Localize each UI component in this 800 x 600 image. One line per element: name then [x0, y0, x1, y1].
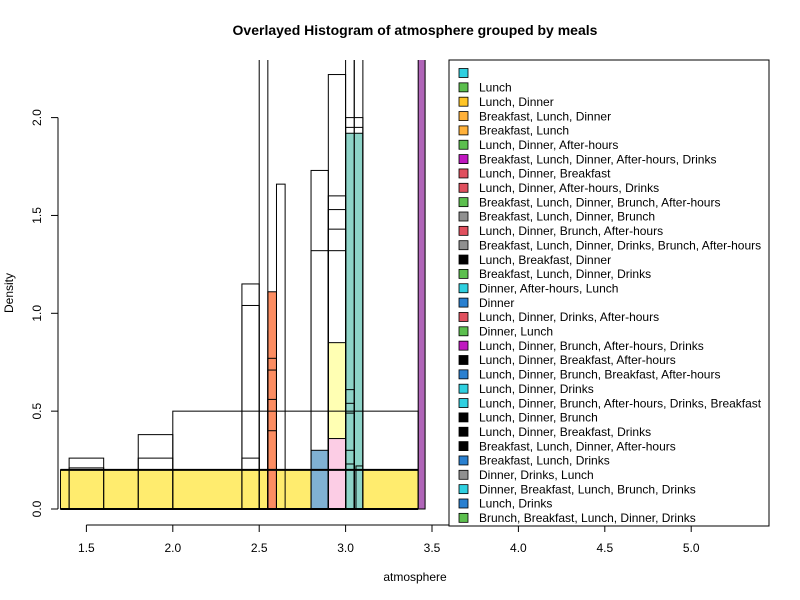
- legend-label: Lunch, Dinner, Brunch: [479, 411, 598, 425]
- legend-swatch: [458, 312, 469, 322]
- y-tick-label: 2.0: [30, 109, 44, 126]
- x-tick-label: 4.0: [510, 541, 527, 555]
- legend-swatch: [458, 240, 469, 251]
- y-axis: 0.0 0.5 1.0 1.5 2.0: [30, 109, 59, 517]
- legend-label: Dinner, Lunch: [479, 325, 553, 339]
- legend-label: Lunch, Dinner, Breakfast: [479, 167, 611, 181]
- legend-label: Breakfast, Lunch, Dinner: [479, 109, 611, 123]
- legend-swatch: [458, 369, 469, 380]
- x-tick-label: 2.5: [251, 541, 268, 555]
- plot-area: [59, 60, 426, 510]
- legend-swatch: [458, 398, 469, 408]
- legend-label: Lunch, Dinner, Brunch, After-hours: [479, 224, 663, 238]
- legend-swatch: [458, 383, 469, 394]
- legend-swatch: [458, 283, 469, 294]
- histogram-bar-outline: [275, 183, 286, 510]
- legend-swatch: [458, 82, 469, 93]
- legend-label: Breakfast, Lunch, Drinks: [479, 454, 610, 468]
- legend-swatch: [458, 426, 469, 437]
- legend-swatch: [458, 340, 469, 351]
- legend-label: Lunch, Dinner, After-hours, Drinks: [479, 181, 659, 195]
- legend-label: Lunch, Dinner: [479, 95, 554, 109]
- histogram-bar-outline: [258, 60, 269, 510]
- y-tick-label: 1.0: [30, 305, 44, 322]
- legend-swatch: [458, 125, 469, 136]
- legend-label: Lunch, Dinner, Drinks: [479, 382, 594, 396]
- histogram-bar: [310, 449, 329, 510]
- x-tick-label: 2.0: [164, 541, 181, 555]
- legend-label: Breakfast, Lunch, Dinner, Drinks: [479, 267, 651, 281]
- legend-swatch: [458, 225, 469, 236]
- legend-label: Lunch: [479, 81, 512, 95]
- x-axis: 1.5 2.0 2.5 3.0 3.5 4.0 4.5 5.0: [78, 524, 700, 555]
- legend-swatch: [458, 154, 469, 165]
- legend-swatch: [458, 211, 469, 222]
- legend-label: Brunch, Breakfast, Lunch, Dinner, Drinks: [479, 511, 696, 525]
- legend-swatch: [458, 297, 469, 308]
- legend-swatch: [458, 182, 469, 193]
- x-tick-label: 3.0: [337, 541, 354, 555]
- legend-label: Lunch, Breakfast, Dinner: [479, 253, 611, 267]
- legend-label: Lunch, Dinner, After-hours: [479, 138, 618, 152]
- legend-swatch: [458, 512, 469, 523]
- legend-label: Breakfast, Lunch, Dinner, After-hours, D…: [479, 152, 716, 166]
- legend-swatch: [458, 68, 469, 78]
- legend-swatch: [458, 469, 469, 480]
- legend-swatch: [458, 111, 469, 121]
- histogram-bar: [417, 60, 426, 510]
- legend-swatch: [458, 268, 469, 279]
- legend-swatch: [458, 441, 469, 452]
- legend-label: Dinner: [479, 296, 514, 310]
- legend-label: Breakfast, Lunch, Dinner, Brunch, After-…: [479, 195, 720, 209]
- legend-label: Lunch, Dinner, Brunch, After-hours, Drin…: [479, 339, 704, 353]
- legend-label: Lunch, Dinner, Breakfast, After-hours: [479, 353, 676, 367]
- legend-label: Dinner, Drinks, Lunch: [479, 468, 594, 482]
- histogram-bar: [327, 438, 347, 510]
- y-tick-label: 1.5: [30, 207, 44, 224]
- histogram-bar: [59, 469, 419, 510]
- legend-swatch: [458, 197, 469, 208]
- legend-label: Lunch, Dinner, Drinks, After-hours: [479, 310, 659, 324]
- legend-label: Breakfast, Lunch, Dinner, After-hours: [479, 439, 676, 453]
- legend-label: Lunch, Drinks: [479, 497, 552, 511]
- legend-label: Lunch, Dinner, Breakfast, Drinks: [479, 425, 651, 439]
- x-tick-label: 5.0: [683, 541, 700, 555]
- legend-label: Breakfast, Lunch: [479, 124, 569, 138]
- legend-label: Lunch, Dinner, Brunch, Breakfast, After-…: [479, 368, 720, 382]
- legend-box: [448, 59, 770, 527]
- x-tick-label: 1.5: [78, 541, 95, 555]
- legend-label: Breakfast, Lunch, Dinner, Brunch: [479, 210, 655, 224]
- y-tick-label: 0.0: [30, 500, 44, 517]
- legend-swatch: [458, 254, 469, 265]
- x-axis-label: atmosphere: [383, 570, 447, 584]
- legend-swatch: [458, 484, 469, 495]
- x-tick-label: 3.5: [424, 541, 441, 555]
- legend-label: Dinner, Breakfast, Lunch, Brunch, Drinks: [479, 482, 696, 496]
- legend-swatch: [458, 139, 469, 150]
- legend-label: Breakfast, Lunch, Dinner, Drinks, Brunch…: [479, 238, 761, 252]
- legend-swatch: [458, 326, 469, 337]
- legend-swatch: [458, 412, 469, 423]
- legend-swatch: [458, 355, 469, 365]
- legend-swatch: [458, 168, 469, 179]
- y-tick-label: 0.5: [30, 402, 44, 419]
- legend-swatch: [458, 455, 469, 466]
- x-tick-label: 4.5: [596, 541, 613, 555]
- legend-label: Lunch, Dinner, Brunch, After-hours, Drin…: [479, 396, 762, 410]
- legend-label: Dinner, After-hours, Lunch: [479, 281, 618, 295]
- legend-swatch: [458, 498, 469, 509]
- legend-swatch: [458, 96, 469, 107]
- y-axis-label: Density: [2, 273, 16, 313]
- histogram-bar: [267, 291, 277, 510]
- chart-title: Overlayed Histogram of atmosphere groupe…: [233, 22, 598, 38]
